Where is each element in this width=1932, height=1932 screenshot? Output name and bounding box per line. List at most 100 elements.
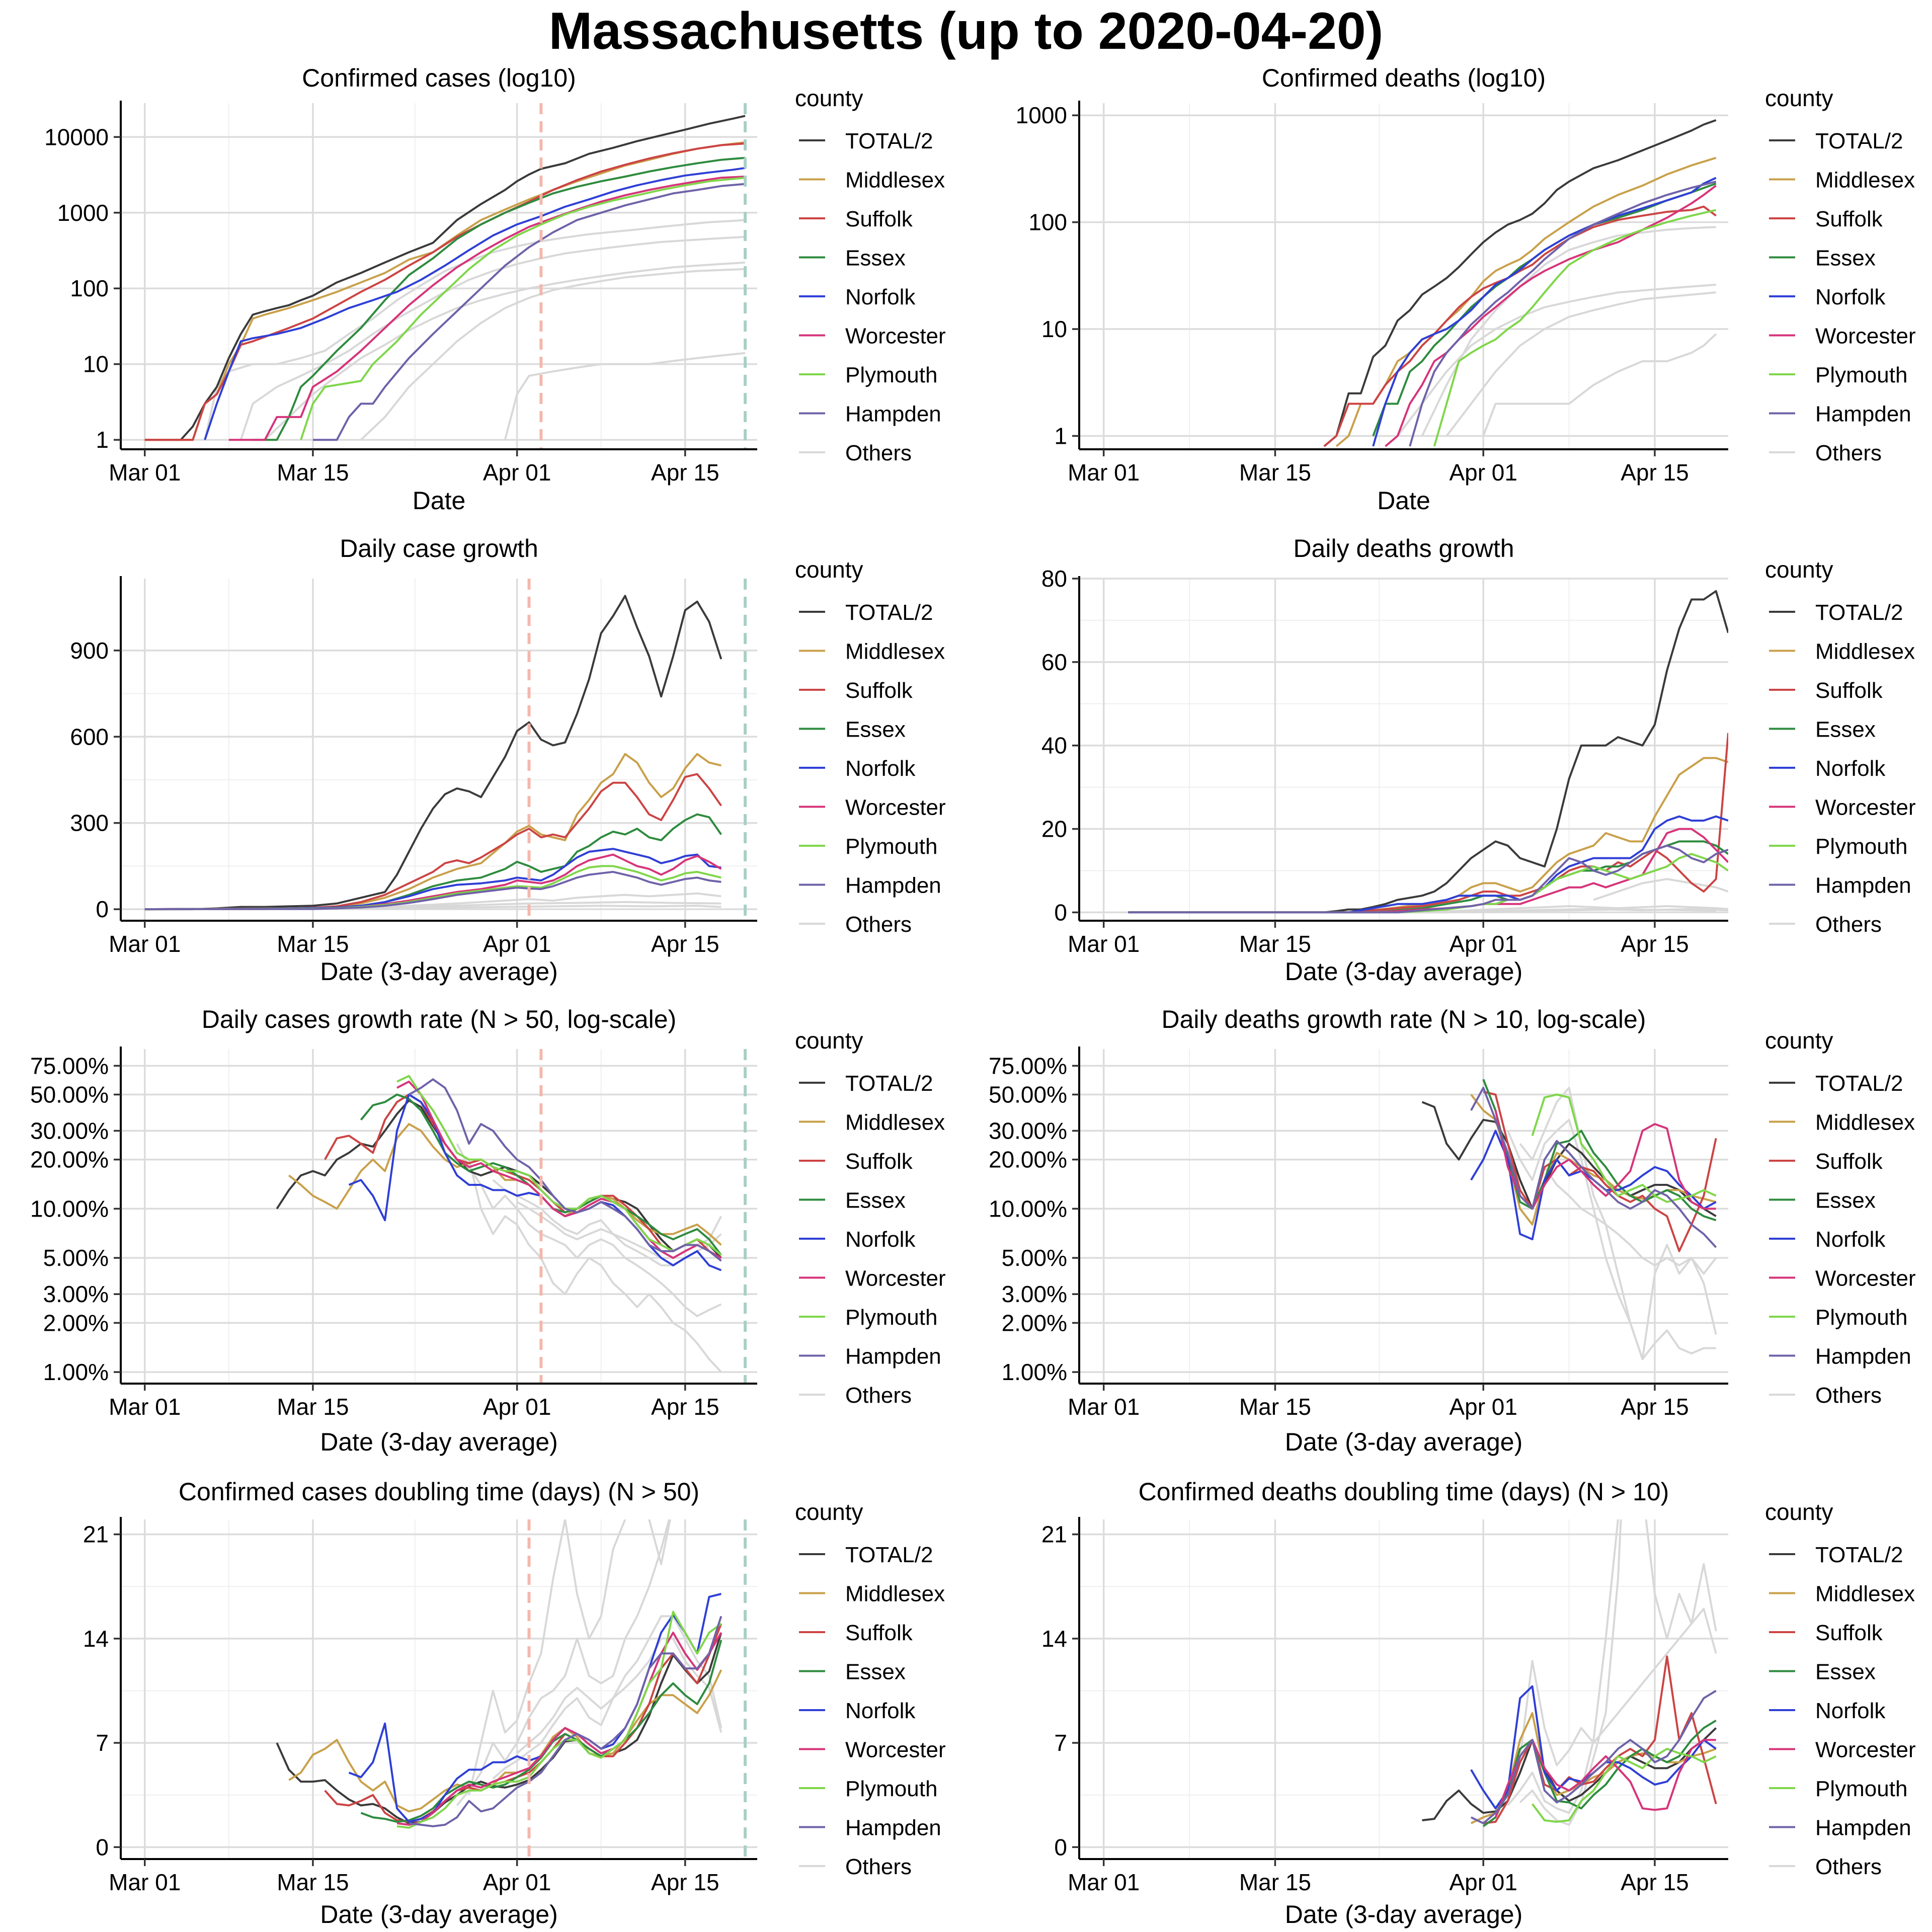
y-tick-label: 5.00%: [43, 1245, 109, 1271]
y-tick-label: 3.00%: [1002, 1281, 1067, 1307]
legend-label: Others: [845, 1855, 912, 1879]
legend-label: Others: [845, 441, 912, 465]
y-tick-label: 7: [96, 1730, 109, 1756]
x-tick-label: Apr 15: [1621, 1869, 1689, 1895]
legend-title: county: [795, 1499, 863, 1525]
y-tick-label: 14: [83, 1626, 109, 1652]
series-line-plymouth: [1433, 209, 1717, 447]
y-tick-label: 0: [1054, 1834, 1067, 1860]
legend-label: Plymouth: [1815, 1305, 1907, 1330]
legend-label: Norfolk: [845, 756, 916, 781]
legend-label: Others: [845, 912, 912, 937]
series-line-others: [1544, 1166, 1717, 1275]
series-line-norfolk: [348, 1093, 722, 1271]
x-tick-label: Apr 15: [651, 459, 719, 486]
y-tick-label: 50.00%: [989, 1081, 1067, 1107]
series-line-total-2: [1422, 1727, 1717, 1821]
legend-label: Hampden: [1815, 1344, 1911, 1369]
x-tick-label: Apr 01: [1449, 1394, 1517, 1420]
series-line-others: [1507, 1519, 1619, 1814]
page-title: Massachusetts (up to 2020-04-20): [548, 2, 1384, 60]
legend-title: county: [795, 85, 863, 111]
series-line-essex: [1483, 1719, 1717, 1827]
legend-label: Essex: [1815, 1660, 1876, 1684]
series-group: [144, 115, 746, 441]
x-tick-label: Mar 01: [1068, 931, 1140, 957]
series-line-hampden: [312, 183, 746, 441]
y-tick-label: 10: [83, 351, 109, 377]
legend-title: county: [1765, 556, 1833, 583]
series-line-total-2: [276, 1099, 722, 1259]
x-axis-label: Date (3-day average): [1285, 1428, 1522, 1456]
legend-label: Plymouth: [1815, 363, 1907, 387]
legend-label: Norfolk: [1815, 756, 1886, 781]
series-line-total-2: [1421, 1101, 1717, 1218]
y-tick-label: 10: [1041, 316, 1067, 342]
legend-label: Plymouth: [845, 1777, 937, 1801]
y-tick-label: 75.00%: [989, 1053, 1067, 1079]
x-tick-label: Mar 01: [109, 459, 181, 486]
series-line-suffolk: [1483, 1655, 1717, 1824]
y-tick-label: 20: [1041, 816, 1067, 842]
legend-label: Worcester: [845, 324, 946, 349]
legend-label: Worcester: [1815, 795, 1916, 820]
legend-label: Suffolk: [1815, 207, 1883, 231]
y-tick-label: 21: [1041, 1521, 1067, 1548]
y-tick-label: 30.00%: [30, 1118, 109, 1144]
y-tick-label: 7: [1054, 1730, 1067, 1756]
x-tick-label: Apr 15: [651, 1869, 719, 1895]
series-group: [144, 595, 722, 911]
legend-label: Middlesex: [845, 1110, 945, 1135]
y-tick-label: 60: [1041, 649, 1067, 675]
series-line-hampden: [408, 1078, 722, 1262]
series-line-plymouth: [396, 1075, 722, 1256]
legend-label: Middlesex: [845, 168, 945, 193]
series-line-others: [360, 268, 746, 441]
panel-title: Confirmed deaths (log10): [1262, 64, 1546, 92]
legend-label: Plymouth: [1815, 1777, 1907, 1801]
x-axis-label: Date: [1377, 487, 1430, 515]
x-tick-label: Apr 01: [1449, 931, 1517, 957]
series-line-others: [1445, 291, 1716, 437]
legend: county TOTAL/2 Middlesex Suffolk Essex Norfol…: [795, 1027, 946, 1408]
x-tick-label: Mar 01: [1068, 1394, 1140, 1420]
series-line-others: [239, 235, 746, 440]
x-axis-label: Date: [413, 487, 466, 515]
legend-label: Suffolk: [845, 1621, 913, 1645]
x-axis-label: Date (3-day average): [320, 1428, 557, 1456]
x-tick-label: Mar 01: [109, 1394, 181, 1420]
series-line-worcester: [144, 853, 722, 911]
series-line-plymouth: [1531, 1747, 1717, 1823]
legend-label: Plymouth: [1815, 834, 1907, 859]
x-tick-label: Apr 15: [651, 1394, 719, 1420]
legend-label: Norfolk: [1815, 1699, 1886, 1723]
series-line-norfolk: [204, 167, 746, 440]
series-line-norfolk: [1128, 815, 1728, 914]
panel-title: Confirmed cases (log10): [302, 64, 576, 92]
legend-label: Middlesex: [1815, 639, 1915, 664]
legend: county TOTAL/2 Middlesex Suffolk Essex Norfol…: [1765, 1499, 1916, 1879]
x-tick-label: Mar 15: [277, 1394, 349, 1420]
panel-title: Daily cases growth rate (N > 50, log-sca…: [202, 1005, 676, 1033]
legend-label: Plymouth: [845, 1305, 937, 1330]
series-line-others: [1507, 1118, 1716, 1360]
y-tick-label: 0: [96, 896, 109, 922]
y-tick-label: 1.00%: [1002, 1359, 1067, 1385]
legend-label: TOTAL/2: [1815, 1543, 1903, 1567]
y-tick-label: 20.00%: [989, 1147, 1067, 1173]
series-line-others: [1421, 226, 1716, 437]
legend-label: TOTAL/2: [845, 600, 933, 625]
x-tick-label: Mar 15: [277, 931, 349, 957]
legend-label: Norfolk: [1815, 1227, 1886, 1252]
legend-label: TOTAL/2: [845, 1071, 933, 1096]
series-line-others: [204, 219, 746, 440]
series-line-others: [1471, 908, 1716, 914]
x-tick-label: Apr 01: [1449, 459, 1517, 486]
series-line-hampden: [1409, 180, 1717, 447]
y-tick-label: 100: [70, 275, 109, 301]
series-line-essex: [253, 156, 746, 441]
series-line-suffolk: [144, 773, 722, 911]
series-line-suffolk: [324, 1093, 722, 1262]
legend-label: Hampden: [845, 1344, 941, 1369]
legend-label: Norfolk: [845, 1227, 916, 1252]
